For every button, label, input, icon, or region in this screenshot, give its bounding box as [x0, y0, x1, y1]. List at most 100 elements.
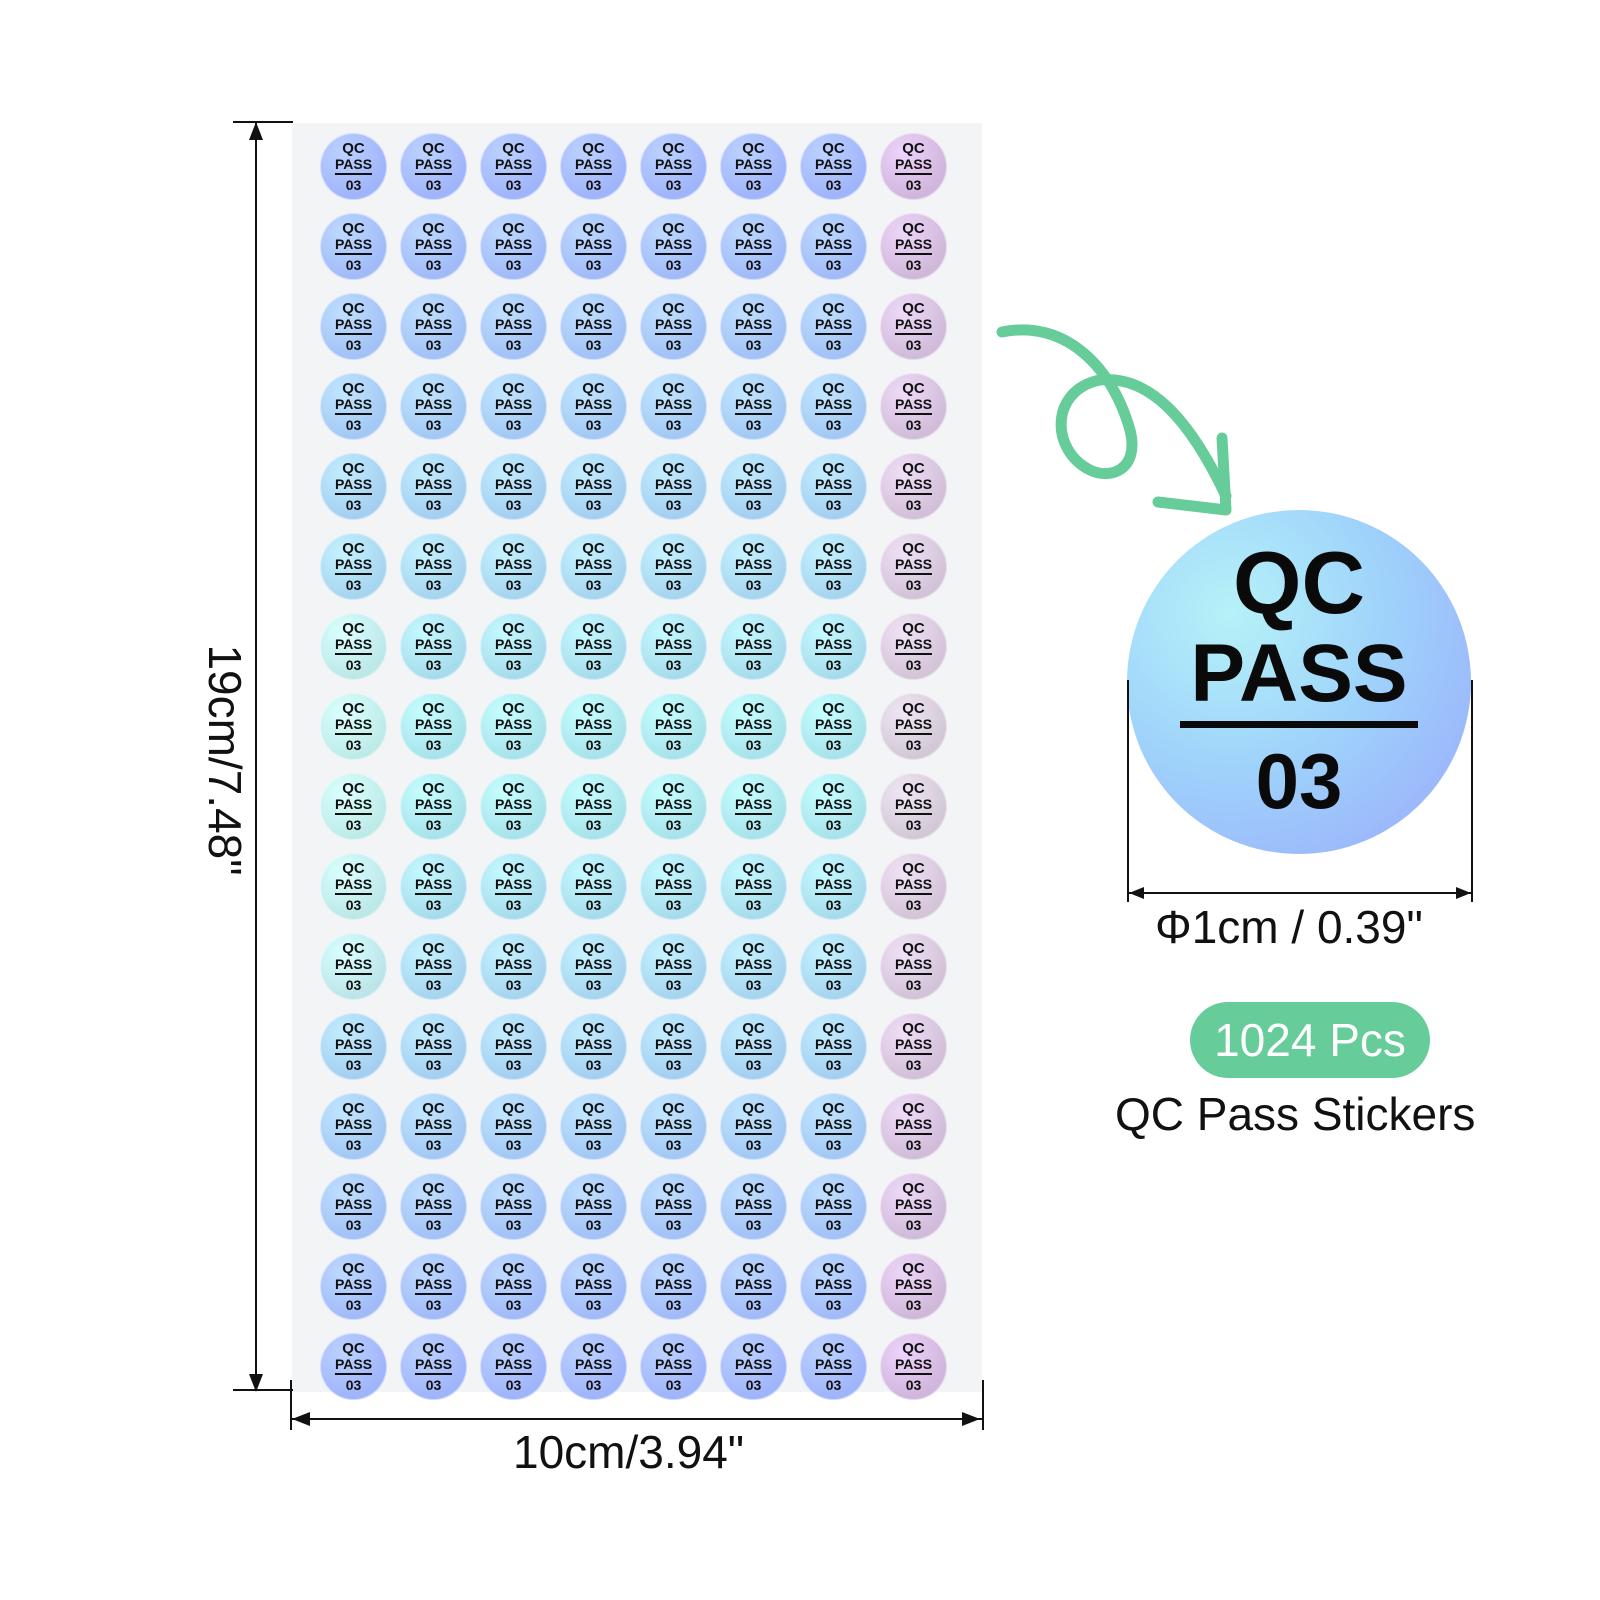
sticker-line: PASS	[654, 557, 693, 575]
sticker-line: PASS	[494, 1357, 533, 1375]
sticker-line: QC	[902, 620, 925, 637]
sticker-line: 03	[505, 497, 522, 513]
sticker-line: 03	[745, 897, 762, 913]
sticker-line: 03	[825, 177, 842, 193]
sticker-line: PASS	[414, 797, 453, 815]
qc-pass-sticker: QC PASS 03	[800, 213, 867, 280]
sticker-line: PASS	[894, 797, 933, 815]
qc-pass-sticker: QC PASS 03	[480, 213, 547, 280]
qc-pass-sticker: QC PASS 03	[400, 1093, 467, 1160]
sticker-line: 03	[825, 417, 842, 433]
sticker-line: PASS	[894, 957, 933, 975]
sticker-line: QC	[822, 700, 845, 717]
sticker-line: 03	[665, 897, 682, 913]
sticker-line: QC	[422, 460, 445, 477]
sticker-line: 03	[425, 497, 442, 513]
sticker-line: QC	[742, 380, 765, 397]
sticker-line: PASS	[734, 477, 773, 495]
qc-pass-sticker: QC PASS 03	[720, 533, 787, 600]
sticker-line: QC	[662, 1100, 685, 1117]
sticker-line: QC	[662, 940, 685, 957]
sticker-line: QC	[582, 780, 605, 797]
qc-pass-sticker: QC PASS 03	[800, 533, 867, 600]
width-dimension-line	[292, 1418, 982, 1420]
sticker-line: 03	[345, 577, 362, 593]
sticker-line: QC	[502, 140, 525, 157]
sticker-line: 03	[665, 737, 682, 753]
sticker-line: 03	[745, 737, 762, 753]
sticker-line: PASS	[494, 1037, 533, 1055]
sticker-line: PASS	[574, 637, 613, 655]
sticker-line: QC	[422, 1340, 445, 1357]
sticker-line: PASS	[814, 1357, 853, 1375]
sticker-line: QC	[662, 860, 685, 877]
sticker-line: QC	[342, 860, 365, 877]
sticker-line: PASS	[734, 557, 773, 575]
sticker-line: PASS	[494, 717, 533, 735]
qc-pass-sticker: QC PASS 03	[400, 693, 467, 760]
sticker-line: 03	[425, 1377, 442, 1393]
sticker-line: 03	[585, 1057, 602, 1073]
sticker-line: 03	[345, 817, 362, 833]
sticker-line: 03	[905, 657, 922, 673]
sticker-line: 03	[825, 337, 842, 353]
qc-pass-sticker: QC PASS 03	[560, 453, 627, 520]
qc-pass-sticker: QC PASS 03	[480, 373, 547, 440]
sticker-line: QC	[342, 1260, 365, 1277]
sticker-line: PASS	[494, 877, 533, 895]
sticker-line: PASS	[734, 157, 773, 175]
qc-pass-sticker: QC PASS 03	[480, 1173, 547, 1240]
qc-pass-sticker: QC PASS 03	[640, 373, 707, 440]
sticker-line: 03	[745, 337, 762, 353]
sticker-line: PASS	[334, 957, 373, 975]
sticker-line: PASS	[414, 717, 453, 735]
sticker-line: 03	[905, 417, 922, 433]
sticker-line: 03	[745, 977, 762, 993]
sticker-line: 03	[505, 977, 522, 993]
sticker-line: QC	[582, 1340, 605, 1357]
sticker-line: QC	[662, 620, 685, 637]
sticker-line: PASS	[414, 237, 453, 255]
diameter-arrows	[1129, 887, 1471, 899]
sticker-line: 03	[505, 257, 522, 273]
qc-pass-sticker: QC PASS 03	[480, 1253, 547, 1320]
qc-pass-sticker: QC PASS 03	[320, 853, 387, 920]
sticker-line: 03	[345, 417, 362, 433]
sticker-line: QC	[422, 1260, 445, 1277]
sticker-line: PASS	[494, 1277, 533, 1295]
count-badge: 1024 Pcs	[1190, 1002, 1430, 1078]
qc-pass-sticker: QC PASS 03	[320, 453, 387, 520]
sticker-line: 03	[585, 897, 602, 913]
qc-pass-sticker: QC PASS 03	[320, 1013, 387, 1080]
sticker-line: QC	[422, 300, 445, 317]
sticker-line: 03	[345, 257, 362, 273]
height-dimension-line	[255, 123, 257, 1389]
sticker-line: 03	[585, 1377, 602, 1393]
sticker-line: QC	[662, 700, 685, 717]
sticker-line: QC	[742, 1260, 765, 1277]
sticker-line: PASS	[574, 1037, 613, 1055]
qc-pass-sticker: QC PASS 03	[640, 1093, 707, 1160]
sticker-line: PASS	[494, 557, 533, 575]
sticker-line: 03	[425, 657, 442, 673]
sticker-line: PASS	[334, 1117, 373, 1135]
sticker-line: QC	[742, 540, 765, 557]
sticker-line: PASS	[414, 957, 453, 975]
sticker-line: PASS	[414, 557, 453, 575]
sticker-line: 03	[745, 257, 762, 273]
sticker-line: QC	[582, 1260, 605, 1277]
sticker-line: PASS	[894, 157, 933, 175]
sticker-line: QC	[422, 1020, 445, 1037]
sticker-line: QC	[422, 540, 445, 557]
sticker-line: PASS	[734, 1117, 773, 1135]
sticker-line: PASS	[734, 237, 773, 255]
sticker-line: 03	[745, 577, 762, 593]
sticker-line: 03	[585, 657, 602, 673]
sticker-line: QC	[502, 1100, 525, 1117]
qc-pass-sticker: QC PASS 03	[560, 1013, 627, 1080]
sticker-line: QC	[582, 220, 605, 237]
qc-pass-sticker: QC PASS 03	[400, 1333, 467, 1400]
sticker-line: QC	[742, 620, 765, 637]
sticker-closeup: QC PASS 03	[1127, 510, 1471, 854]
sticker-line: QC	[822, 1180, 845, 1197]
